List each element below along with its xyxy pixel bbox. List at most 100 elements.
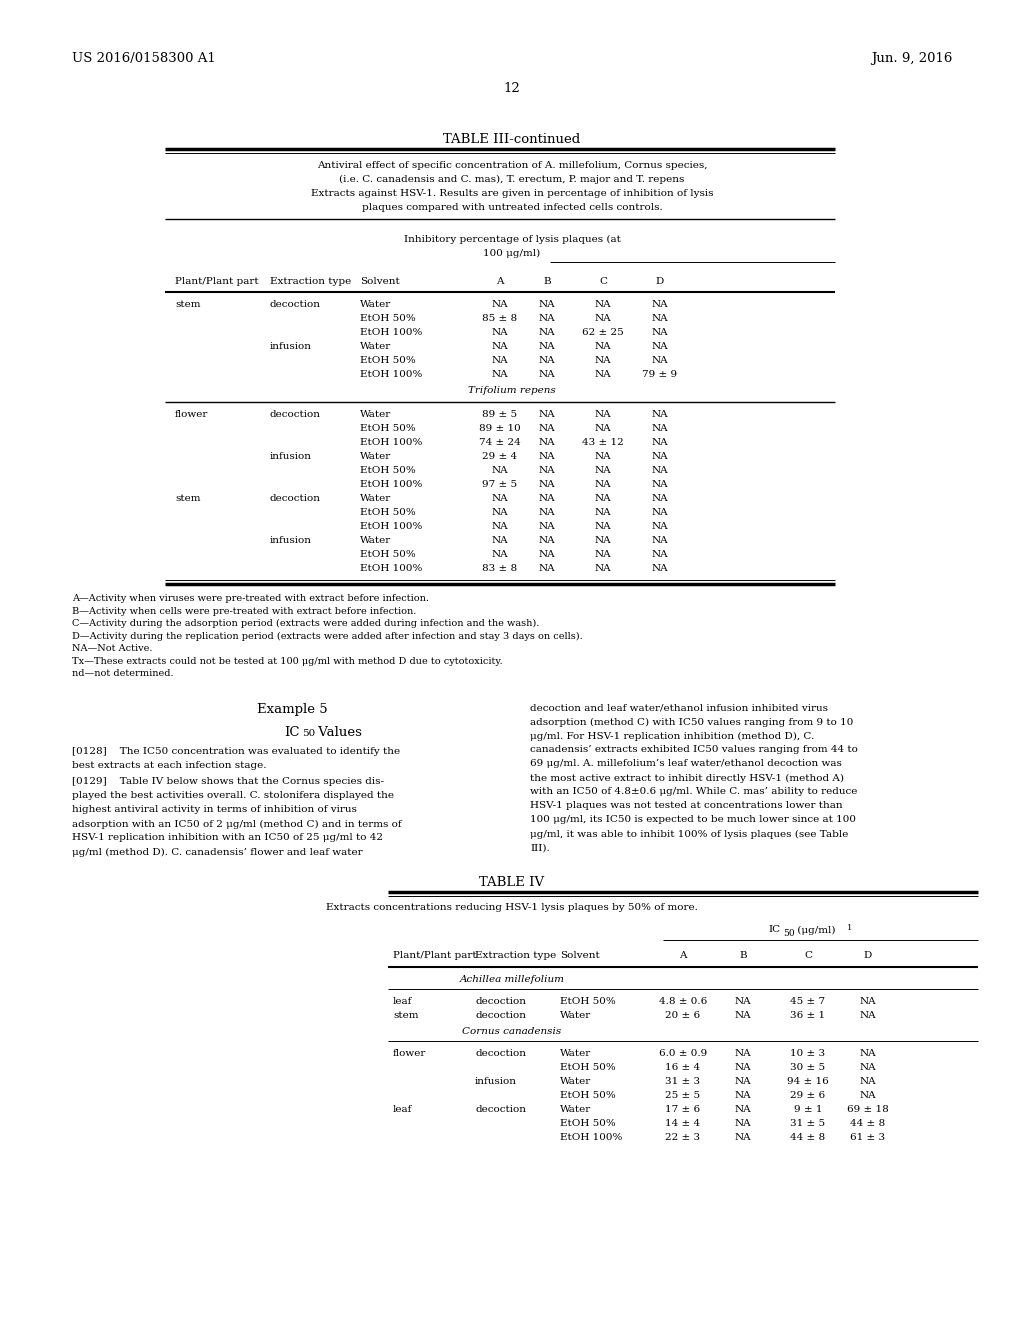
Text: NA: NA xyxy=(651,451,669,461)
Text: NA: NA xyxy=(860,1048,877,1057)
Text: NA: NA xyxy=(651,508,669,517)
Text: NA: NA xyxy=(595,564,611,573)
Text: decoction: decoction xyxy=(475,1011,526,1019)
Text: TABLE IV: TABLE IV xyxy=(479,875,545,888)
Text: C: C xyxy=(804,952,812,961)
Text: NA: NA xyxy=(539,521,555,531)
Text: NA: NA xyxy=(734,1048,752,1057)
Text: IC: IC xyxy=(769,925,781,935)
Text: NA: NA xyxy=(539,356,555,366)
Text: flower: flower xyxy=(175,411,208,418)
Text: NA: NA xyxy=(734,997,752,1006)
Text: EtOH 100%: EtOH 100% xyxy=(360,370,422,379)
Text: EtOH 100%: EtOH 100% xyxy=(360,564,422,573)
Text: NA—Not Active.: NA—Not Active. xyxy=(72,644,153,653)
Text: NA: NA xyxy=(595,480,611,488)
Text: NA: NA xyxy=(651,466,669,475)
Text: 14 ± 4: 14 ± 4 xyxy=(666,1118,700,1127)
Text: EtOH 50%: EtOH 50% xyxy=(560,1118,615,1127)
Text: μg/ml. For HSV-1 replication inhibition (method D), C.: μg/ml. For HSV-1 replication inhibition … xyxy=(530,731,814,741)
Text: B: B xyxy=(543,277,551,286)
Text: 31 ± 5: 31 ± 5 xyxy=(791,1118,825,1127)
Text: EtOH 50%: EtOH 50% xyxy=(360,356,416,366)
Text: Extracts concentrations reducing HSV-1 lysis plaques by 50% of more.: Extracts concentrations reducing HSV-1 l… xyxy=(326,903,698,912)
Text: NA: NA xyxy=(595,466,611,475)
Text: NA: NA xyxy=(492,521,508,531)
Text: 31 ± 3: 31 ± 3 xyxy=(666,1077,700,1085)
Text: NA: NA xyxy=(651,438,669,447)
Text: 29 ± 4: 29 ± 4 xyxy=(482,451,517,461)
Text: Water: Water xyxy=(360,300,391,309)
Text: 62 ± 25: 62 ± 25 xyxy=(582,327,624,337)
Text: 25 ± 5: 25 ± 5 xyxy=(666,1090,700,1100)
Text: NA: NA xyxy=(595,314,611,323)
Text: NA: NA xyxy=(734,1063,752,1072)
Text: nd—not determined.: nd—not determined. xyxy=(72,669,174,678)
Text: adsorption with an IC50 of 2 μg/ml (method C) and in terms of: adsorption with an IC50 of 2 μg/ml (meth… xyxy=(72,820,401,829)
Text: Antiviral effect of specific concentration of A. millefolium, Cornus species,: Antiviral effect of specific concentrati… xyxy=(316,161,708,170)
Text: stem: stem xyxy=(393,1011,419,1019)
Text: NA: NA xyxy=(651,342,669,351)
Text: NA: NA xyxy=(860,1090,877,1100)
Text: IC: IC xyxy=(285,726,300,738)
Text: NA: NA xyxy=(734,1133,752,1142)
Text: 6.0 ± 0.9: 6.0 ± 0.9 xyxy=(658,1048,708,1057)
Text: best extracts at each infection stage.: best extracts at each infection stage. xyxy=(72,762,266,771)
Text: EtOH 50%: EtOH 50% xyxy=(560,997,615,1006)
Text: 89 ± 10: 89 ± 10 xyxy=(479,424,521,433)
Text: NA: NA xyxy=(492,466,508,475)
Text: 4.8 ± 0.6: 4.8 ± 0.6 xyxy=(658,997,708,1006)
Text: NA: NA xyxy=(539,564,555,573)
Text: infusion: infusion xyxy=(270,451,312,461)
Text: 12: 12 xyxy=(504,82,520,95)
Text: decoction: decoction xyxy=(475,1048,526,1057)
Text: NA: NA xyxy=(595,451,611,461)
Text: canadensis’ extracts exhibited IC50 values ranging from 44 to: canadensis’ extracts exhibited IC50 valu… xyxy=(530,746,858,755)
Text: Trifolium repens: Trifolium repens xyxy=(468,385,556,395)
Text: infusion: infusion xyxy=(475,1077,517,1085)
Text: 22 ± 3: 22 ± 3 xyxy=(666,1133,700,1142)
Text: NA: NA xyxy=(860,997,877,1006)
Text: Extracts against HSV-1. Results are given in percentage of inhibition of lysis: Extracts against HSV-1. Results are give… xyxy=(310,189,714,198)
Text: NA: NA xyxy=(539,494,555,503)
Text: NA: NA xyxy=(539,536,555,545)
Text: NA: NA xyxy=(734,1011,752,1019)
Text: Water: Water xyxy=(360,494,391,503)
Text: decoction: decoction xyxy=(270,411,321,418)
Text: leaf: leaf xyxy=(393,997,413,1006)
Text: US 2016/0158300 A1: US 2016/0158300 A1 xyxy=(72,51,216,65)
Text: leaf: leaf xyxy=(393,1105,413,1114)
Text: NA: NA xyxy=(734,1077,752,1085)
Text: played the best activities overall. C. stolonifera displayed the: played the best activities overall. C. s… xyxy=(72,792,394,800)
Text: NA: NA xyxy=(860,1011,877,1019)
Text: plaques compared with untreated infected cells controls.: plaques compared with untreated infected… xyxy=(361,203,663,213)
Text: stem: stem xyxy=(175,494,201,503)
Text: 89 ± 5: 89 ± 5 xyxy=(482,411,517,418)
Text: NA: NA xyxy=(651,550,669,558)
Text: 100 μg/ml, its IC50 is expected to be much lower since at 100: 100 μg/ml, its IC50 is expected to be mu… xyxy=(530,816,856,825)
Text: 1: 1 xyxy=(847,924,852,932)
Text: 100 μg/ml): 100 μg/ml) xyxy=(483,249,541,259)
Text: adsorption (method C) with IC50 values ranging from 9 to 10: adsorption (method C) with IC50 values r… xyxy=(530,718,853,726)
Text: NA: NA xyxy=(651,314,669,323)
Text: NA: NA xyxy=(539,411,555,418)
Text: Water: Water xyxy=(560,1048,591,1057)
Text: Extraction type: Extraction type xyxy=(270,277,351,286)
Text: 79 ± 9: 79 ± 9 xyxy=(642,370,678,379)
Text: [0129]    Table IV below shows that the Cornus species dis-: [0129] Table IV below shows that the Cor… xyxy=(72,777,384,787)
Text: NA: NA xyxy=(492,536,508,545)
Text: C: C xyxy=(599,277,607,286)
Text: NA: NA xyxy=(539,424,555,433)
Text: Extraction type: Extraction type xyxy=(475,952,556,961)
Text: (i.e. C. canadensis and C. mas), T. erectum, P. major and T. repens: (i.e. C. canadensis and C. mas), T. erec… xyxy=(339,176,685,183)
Text: NA: NA xyxy=(539,550,555,558)
Text: NA: NA xyxy=(539,466,555,475)
Text: 16 ± 4: 16 ± 4 xyxy=(666,1063,700,1072)
Text: Plant/Plant part: Plant/Plant part xyxy=(393,952,476,961)
Text: NA: NA xyxy=(595,342,611,351)
Text: Water: Water xyxy=(560,1011,591,1019)
Text: 69 μg/ml. A. millefolium’s leaf water/ethanol decoction was: 69 μg/ml. A. millefolium’s leaf water/et… xyxy=(530,759,842,768)
Text: NA: NA xyxy=(539,314,555,323)
Text: NA: NA xyxy=(651,424,669,433)
Text: NA: NA xyxy=(651,356,669,366)
